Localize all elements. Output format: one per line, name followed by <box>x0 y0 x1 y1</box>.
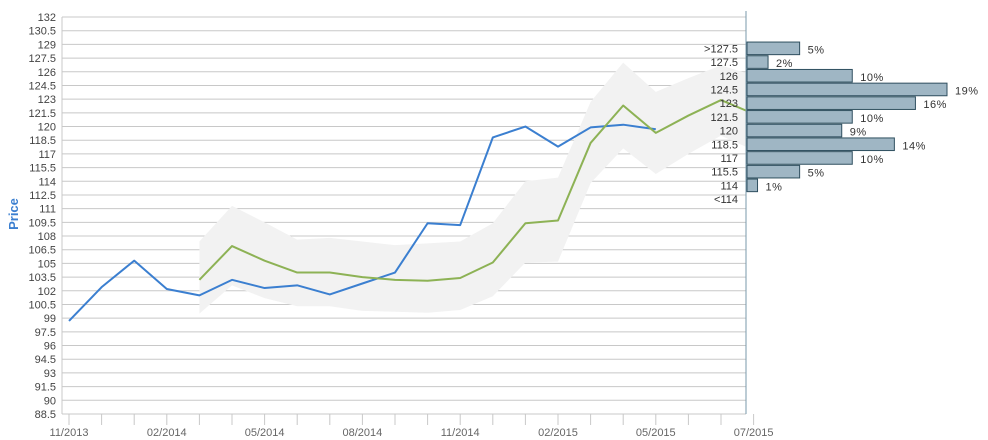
y-tick-label: 112.5 <box>29 190 56 202</box>
y-tick-label: 109.5 <box>28 217 56 229</box>
y-tick-label: 132 <box>38 12 56 24</box>
series-lines <box>68 99 754 322</box>
y-tick-label: 93 <box>44 368 56 380</box>
histogram-bar <box>746 82 948 97</box>
histogram-percent-label: 1% <box>766 181 783 193</box>
x-tick-marks <box>68 414 755 425</box>
forecast-line <box>198 99 754 282</box>
histogram-bar <box>746 96 916 110</box>
histogram-bin-label: >127.5 <box>704 43 738 55</box>
histogram-bar <box>746 41 801 56</box>
y-tick-label: 111 <box>39 204 56 216</box>
histogram-bin-label: 124.5 <box>710 84 738 96</box>
x-tick-label: 11/2014 <box>441 427 480 439</box>
y-tick-label: 124.5 <box>28 80 56 92</box>
y-tick-label: 114 <box>38 176 56 188</box>
y-tick-label: 120 <box>38 122 56 134</box>
x-tick-label: 05/2015 <box>636 427 676 439</box>
x-tick-label: 08/2014 <box>343 427 383 439</box>
histogram-bin-label: 123 <box>720 98 738 110</box>
histogram-percent-label: 10% <box>860 154 884 166</box>
forecast-confidence-band <box>199 62 754 314</box>
y-tick-label: 90 <box>44 395 56 407</box>
histogram-bar <box>746 151 853 165</box>
y-tick-label: 103.5 <box>28 272 56 284</box>
y-tick-label: 102 <box>38 286 56 298</box>
histogram-bin-label: 126 <box>720 71 738 83</box>
y-tick-label: 96 <box>44 341 56 353</box>
histogram-percent-label: 10% <box>860 113 884 125</box>
histogram-bar <box>746 110 853 124</box>
histogram-bin-label: 114 <box>720 180 738 192</box>
y-tick-label: 118.5 <box>29 135 56 147</box>
y-axis-label: Price <box>6 198 21 230</box>
histogram-bin-label: 121.5 <box>710 112 738 124</box>
histogram-bin-label: 118.5 <box>711 139 738 151</box>
histogram-bar <box>746 55 769 69</box>
y-tick-label: 129 <box>38 39 56 51</box>
histogram-percent-label: 9% <box>850 127 867 139</box>
y-tick-label: 108 <box>38 231 56 243</box>
histogram-bar <box>746 164 801 179</box>
histogram-bin-label: 117 <box>720 153 738 165</box>
histogram-percent-label: 5% <box>808 44 825 56</box>
y-tick-label: 106.5 <box>28 245 56 257</box>
histogram-bar <box>746 178 759 193</box>
histogram-percent-label: 16% <box>923 99 947 111</box>
x-tick-label: 11/2013 <box>50 427 89 439</box>
y-tick-label: 97.5 <box>35 327 56 339</box>
x-tick-label: 07/2015 <box>734 427 774 439</box>
y-tick-label: 126 <box>38 67 56 79</box>
histogram-percent-label: 10% <box>860 72 884 84</box>
y-tick-label: 115.5 <box>29 163 56 175</box>
histogram-percent-label: 2% <box>776 58 793 70</box>
y-tick-label: 91.5 <box>35 382 56 394</box>
x-tick-label: 02/2014 <box>147 427 187 439</box>
price-line <box>68 123 656 322</box>
y-tick-label: 94.5 <box>35 354 56 366</box>
histogram-bar <box>746 123 843 138</box>
y-tick-label: 100.5 <box>28 299 56 311</box>
y-tick-label: 117 <box>38 149 56 161</box>
y-tick-label: 99 <box>44 313 56 325</box>
grid-lines <box>62 16 746 415</box>
y-tick-label: 123 <box>38 94 56 106</box>
histogram-bin-label: 127.5 <box>710 57 738 69</box>
y-tick-label: 127.5 <box>28 53 56 65</box>
histogram-bin-label: <114 <box>714 194 738 206</box>
histogram-bin-label: 115.5 <box>711 167 738 179</box>
y-tick-label: 88.5 <box>35 409 56 421</box>
y-tick-label: 121.5 <box>28 108 56 120</box>
histogram-bin-label: 120 <box>720 126 738 138</box>
histogram-bar <box>746 137 895 152</box>
histogram-percent-label: 14% <box>902 140 926 152</box>
x-tick-labels: 11/2013 02/2014 05/2014 08/2014 11/2014 02/20… <box>50 427 774 439</box>
histogram-percent-label: 5% <box>808 168 825 180</box>
histogram-percent-label: 19% <box>955 85 979 97</box>
x-tick-label: 05/2014 <box>245 427 285 439</box>
y-tick-label: 130.5 <box>28 26 56 38</box>
y-tick-label: 105 <box>38 258 56 270</box>
distribution-histogram: >127.5 5% 127.5 2% 126 10% 124.5 19% 123 16% 121.5… <box>704 41 979 206</box>
x-tick-label: 02/2015 <box>538 427 578 439</box>
histogram-bar <box>746 68 853 83</box>
